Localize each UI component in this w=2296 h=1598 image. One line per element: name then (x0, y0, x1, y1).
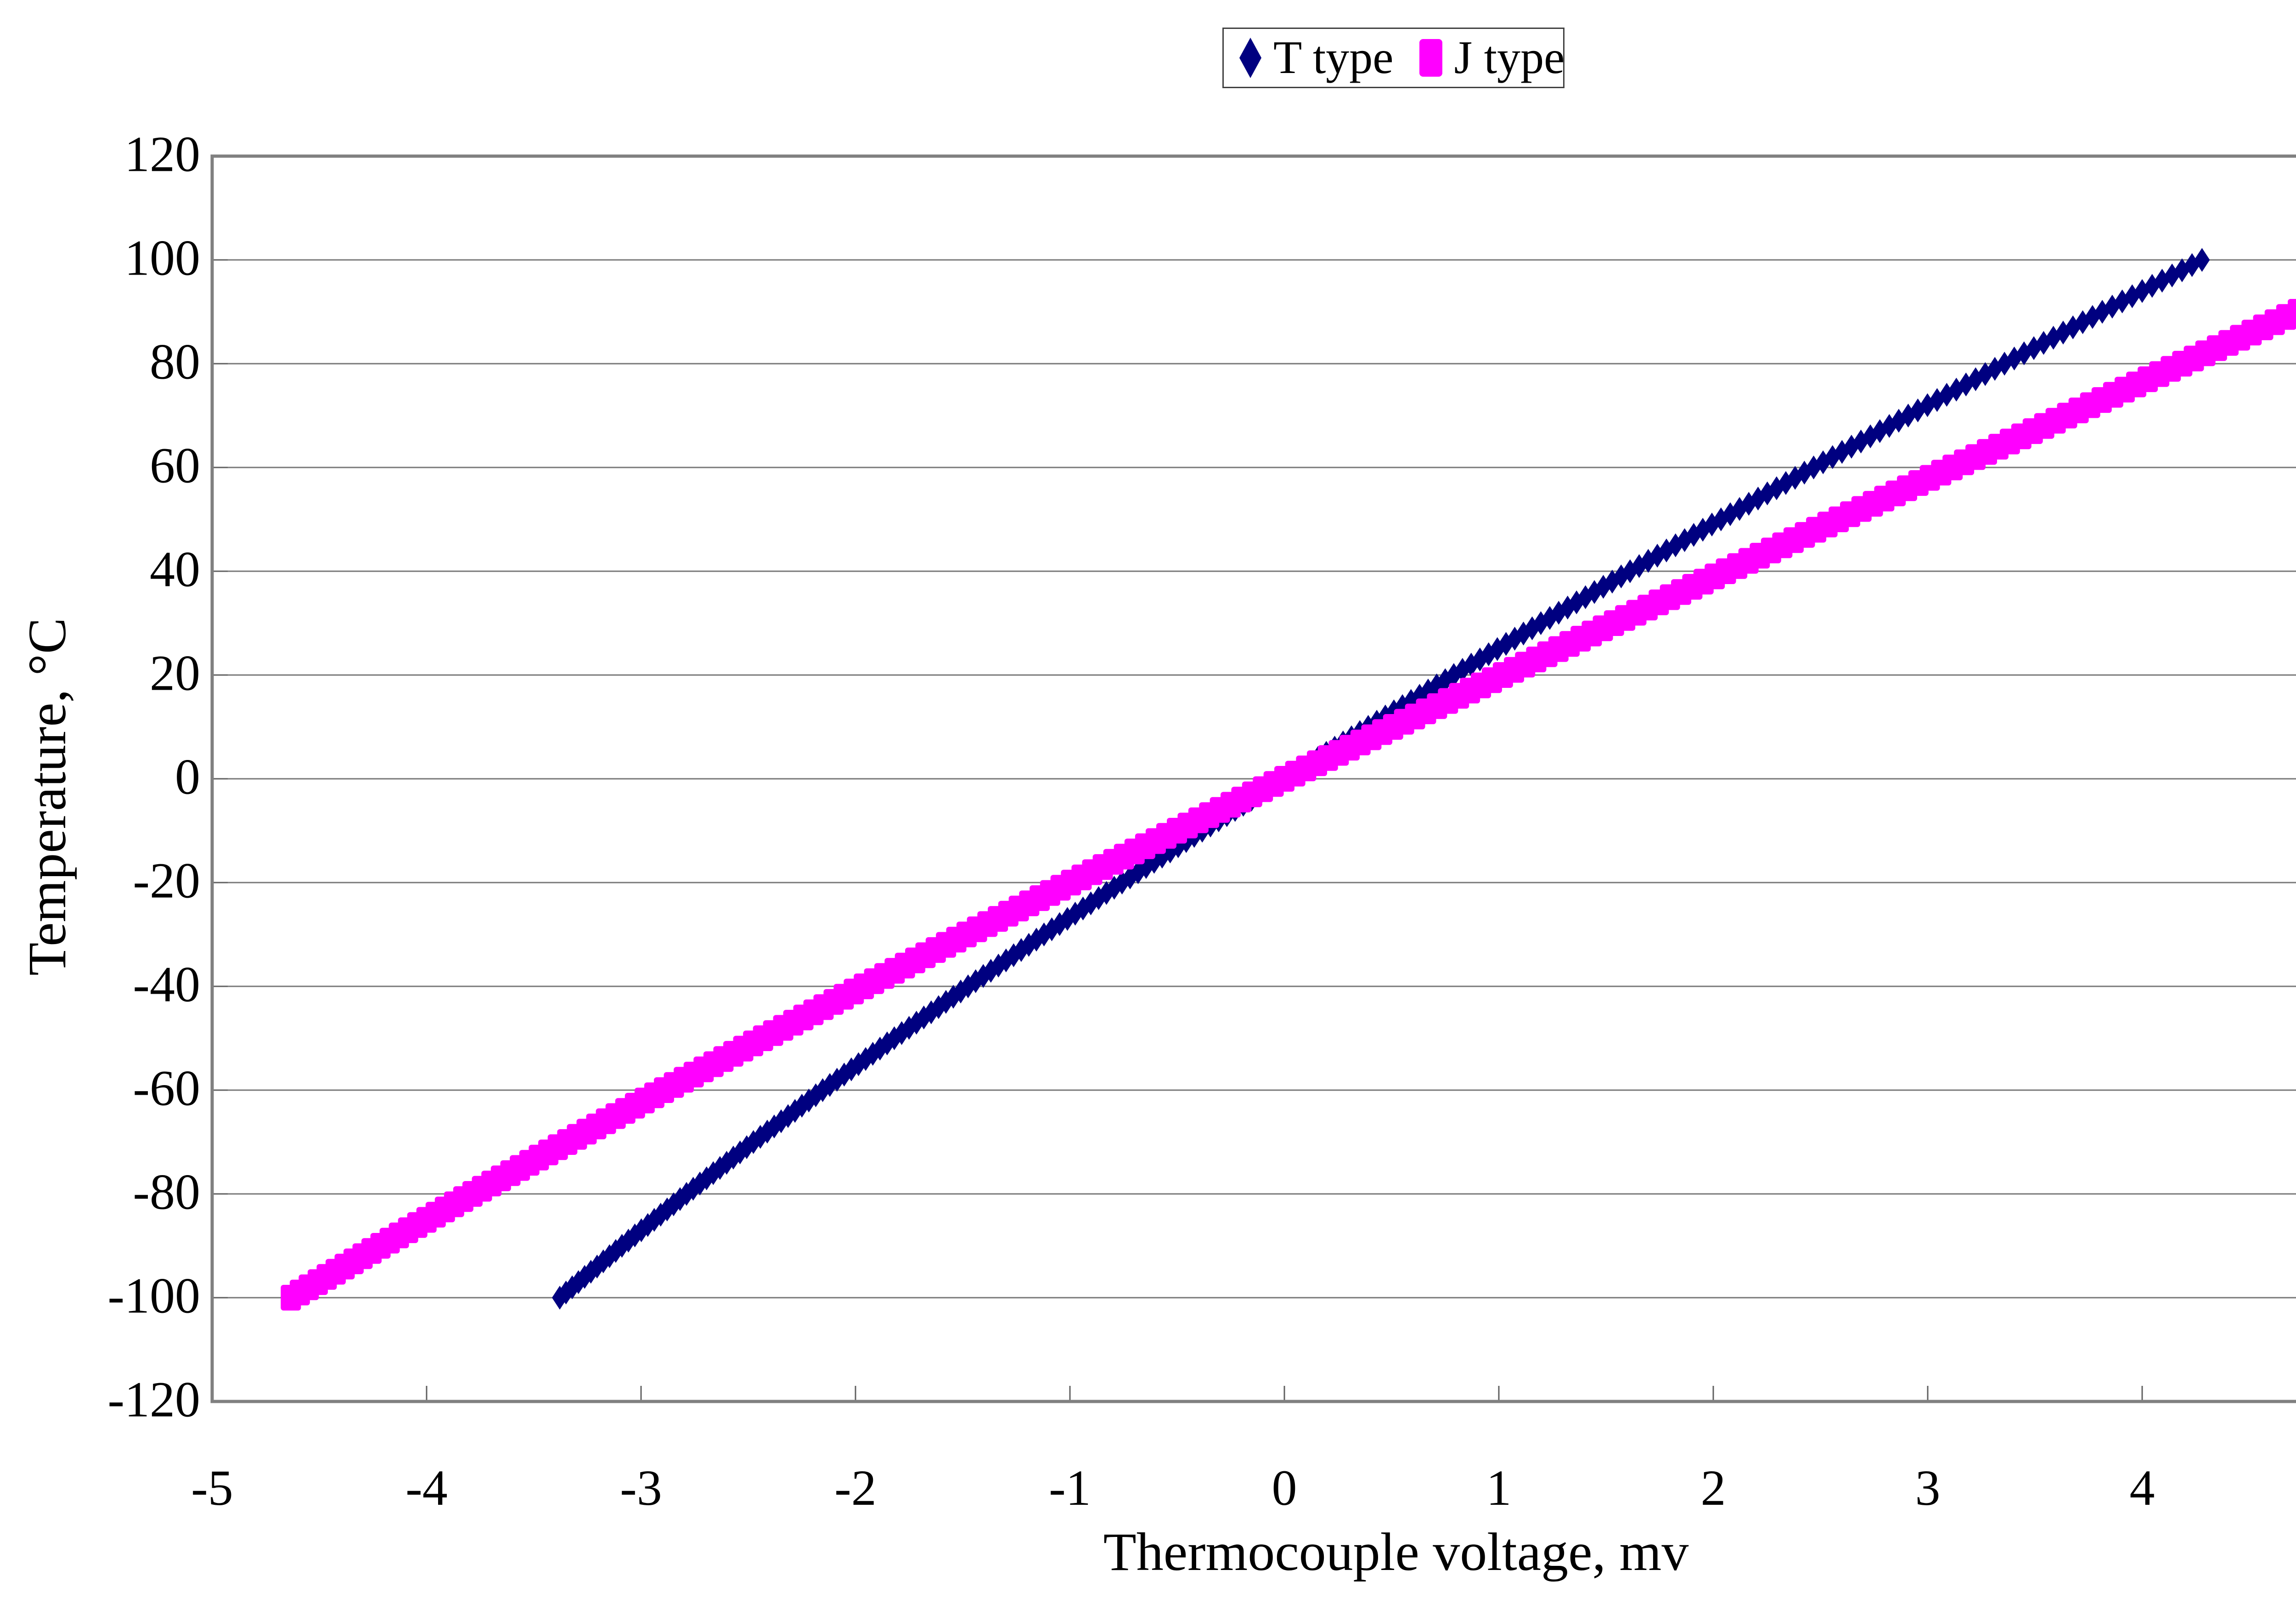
y-tick-label: -60 (133, 1060, 200, 1116)
x-tick-label: 2 (1700, 1460, 1726, 1516)
t-type-data-marker (633, 1218, 649, 1243)
t-type-data-marker (953, 979, 969, 1004)
t-type-data-marker (2184, 253, 2200, 277)
t-type-diamond-marker-icon (1239, 38, 1261, 78)
plot-area (210, 154, 2296, 1403)
y-tick-label: 100 (124, 230, 200, 286)
legend-label-t-type: T type (1273, 32, 1394, 84)
t-type-data-marker (1067, 901, 1083, 926)
y-tick-label: -20 (133, 852, 200, 909)
y-tick-label: -100 (107, 1267, 200, 1324)
j-type-square-marker-icon (1419, 39, 1442, 77)
x-tick-label: 3 (1915, 1460, 1941, 1516)
legend-item-t-type: T type (1239, 34, 1394, 81)
t-type-data-marker (1677, 528, 1693, 552)
y-tick-label: -120 (107, 1371, 200, 1428)
t-type-data-marker (1977, 362, 1993, 386)
x-tick-label: -3 (620, 1460, 662, 1516)
legend-label-j-type: J type (1454, 32, 1565, 84)
t-type-data-marker (1768, 476, 1784, 501)
y-tick-label: 40 (150, 541, 200, 597)
j-type-data-marker (2288, 299, 2296, 325)
t-type-data-marker (659, 1197, 675, 1221)
t-type-data-marker (558, 1280, 574, 1305)
t-type-data-marker (1948, 377, 1964, 402)
x-tick-label: -2 (834, 1460, 877, 1516)
t-type-data-marker (794, 1093, 810, 1118)
legend-item-j-type: J type (1419, 32, 1565, 84)
t-type-data-marker (865, 1041, 881, 1066)
t-type-data-marker (1036, 923, 1052, 946)
y-tick-label: 0 (175, 748, 200, 805)
t-type-data-marker (1722, 502, 1738, 526)
t-type-data-marker (1052, 912, 1068, 936)
t-type-data-marker (1968, 367, 1984, 391)
t-type-data-marker (1587, 580, 1603, 604)
t-type-data-marker (983, 959, 999, 983)
y-tick-label: -40 (133, 956, 200, 1013)
x-tick-label: -4 (405, 1460, 448, 1516)
t-type-data-marker (1929, 388, 1945, 412)
y-tick-label: 120 (124, 126, 200, 182)
t-type-data-marker (901, 1016, 917, 1040)
t-type-data-marker (2194, 248, 2210, 272)
t-type-data-marker (975, 964, 991, 988)
t-type-data-marker (552, 1286, 568, 1310)
t-type-data-marker (2075, 310, 2091, 334)
y-tick-label: 60 (150, 437, 200, 494)
t-type-data-marker (1631, 554, 1647, 578)
t-type-data-marker (2174, 258, 2190, 282)
t-type-data-marker (2124, 284, 2140, 309)
t-type-data-marker (1542, 606, 1558, 630)
legend: T type J type (1222, 28, 1564, 88)
x-tick-label: -5 (191, 1460, 233, 1516)
plot-frame (210, 154, 2296, 1403)
t-type-data-marker (602, 1244, 618, 1268)
x-tick-label: 4 (2129, 1460, 2155, 1516)
y-tick-label: 80 (150, 333, 200, 390)
x-tick-label: -1 (1049, 1460, 1091, 1516)
x-axis-title: Thermocouple voltage, mv (1103, 1522, 1689, 1582)
t-type-data-marker (608, 1239, 624, 1263)
y-tick-label: 20 (150, 645, 200, 701)
t-type-data-marker (2006, 346, 2022, 371)
t-type-data-marker (829, 1068, 845, 1092)
x-tick-label: 0 (1272, 1460, 1297, 1516)
x-tick-label: 1 (1486, 1460, 1512, 1516)
y-tick-label: -80 (133, 1164, 200, 1220)
